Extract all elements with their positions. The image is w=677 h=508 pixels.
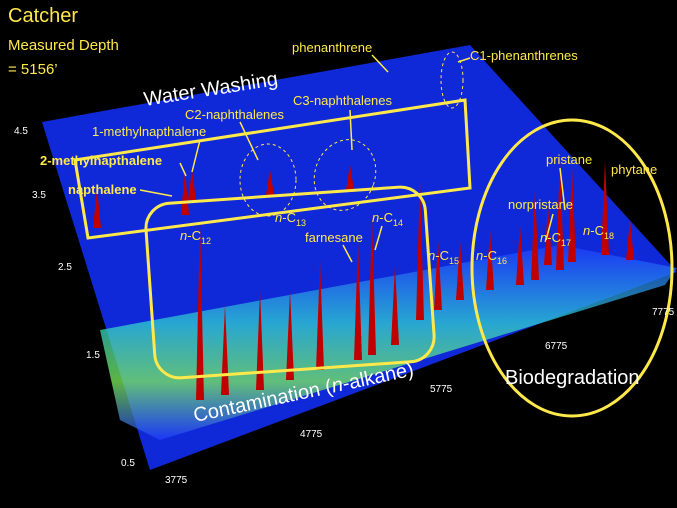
text: -C xyxy=(379,210,393,225)
label: phytane xyxy=(611,162,657,177)
italic: n xyxy=(372,210,379,225)
italic: n xyxy=(476,248,483,263)
bottom-tick: 4775 xyxy=(300,429,323,440)
bottom-tick: 7775 xyxy=(652,307,675,318)
label: 1-methylnapthalene xyxy=(92,124,206,139)
text: -C xyxy=(590,223,604,238)
bottom-tick: 3775 xyxy=(165,475,188,486)
depth-value: = 5156’ xyxy=(8,61,58,78)
bottom-tick: 5775 xyxy=(430,384,453,395)
text: -C xyxy=(547,230,561,245)
left-tick: 4.5 xyxy=(14,126,28,137)
italic: n xyxy=(540,230,547,245)
left-tick: 2.5 xyxy=(58,262,72,273)
label: napthalene xyxy=(68,182,137,197)
subscript: 15 xyxy=(449,256,459,266)
italic: n xyxy=(583,223,590,238)
subscript: 13 xyxy=(296,218,306,228)
label: farnesane xyxy=(305,230,363,245)
label: norpristane xyxy=(508,197,573,212)
italic: n xyxy=(180,228,187,243)
left-tick: 3.5 xyxy=(32,190,46,201)
title: Catcher xyxy=(8,5,78,27)
text: -C xyxy=(483,248,497,263)
label: pristane xyxy=(546,152,592,167)
text: -C xyxy=(435,248,449,263)
left-tick: 1.5 xyxy=(86,350,100,361)
depth-label: Measured Depth xyxy=(8,37,119,54)
label: C1-phenanthrenes xyxy=(470,48,578,63)
label: 2-methylnapthalene xyxy=(40,153,162,168)
label: C2-naphthalenes xyxy=(185,107,285,122)
text: -C xyxy=(282,210,296,225)
subscript: 14 xyxy=(393,218,403,228)
subscript: 18 xyxy=(604,231,614,241)
text: -C xyxy=(187,228,201,243)
subscript: 16 xyxy=(497,256,507,266)
italic: n xyxy=(275,210,282,225)
subscript: 12 xyxy=(201,236,211,246)
label: Biodegradation xyxy=(505,367,640,389)
figure: Catcher Measured Depth = 5156’ phenanthr… xyxy=(0,0,677,508)
label: phenanthrene xyxy=(292,40,372,55)
italic: n xyxy=(428,248,435,263)
label: C3-naphthalenes xyxy=(293,93,393,108)
bottom-tick: 6775 xyxy=(545,341,568,352)
left-tick: 0.5 xyxy=(121,458,135,469)
subscript: 17 xyxy=(561,238,571,248)
